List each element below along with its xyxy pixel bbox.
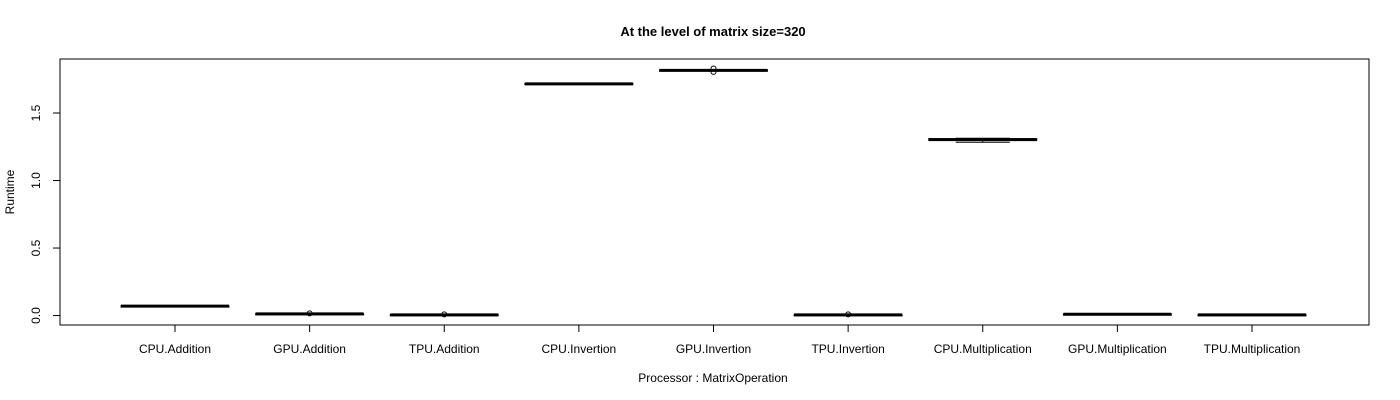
box-CPU.Invertion bbox=[524, 82, 634, 86]
box-CPU.Addition bbox=[120, 304, 230, 308]
y-axis-label: Runtime bbox=[3, 169, 17, 214]
box-GPU.Addition bbox=[255, 310, 365, 317]
x-tick-label: CPU.Multiplication bbox=[934, 342, 1032, 356]
y-tick-label: 1.5 bbox=[29, 104, 43, 121]
outlier-point bbox=[710, 65, 717, 72]
x-tick-label: TPU.Invertion bbox=[811, 342, 884, 356]
y-tick-label: 0.0 bbox=[29, 307, 43, 324]
outlier-point bbox=[441, 311, 448, 318]
x-tick-label: GPU.Addition bbox=[273, 342, 346, 356]
y-axis: 0.0 0.5 1.0 1.5 bbox=[29, 104, 61, 324]
box-GPU.Multiplication bbox=[1062, 312, 1172, 316]
x-tick-label: TPU.Multiplication bbox=[1204, 342, 1301, 356]
box-TPU.Multiplication bbox=[1197, 313, 1307, 317]
y-tick-label: 1.0 bbox=[29, 172, 43, 189]
boxes bbox=[120, 65, 1307, 318]
box-GPU.Invertion bbox=[659, 65, 768, 75]
x-axis-label: Processor : MatrixOperation bbox=[638, 371, 787, 385]
box-TPU.Invertion bbox=[793, 311, 903, 318]
x-axis: CPU.Addition GPU.Addition TPU.Addition CPU.… bbox=[139, 324, 1301, 356]
chart-title: At the level of matrix size=320 bbox=[620, 24, 805, 39]
x-tick-label: CPU.Invertion bbox=[542, 342, 617, 356]
box-CPU.Multiplication bbox=[928, 137, 1038, 143]
y-tick-label: 0.5 bbox=[29, 239, 43, 256]
plot-frame bbox=[59, 58, 1370, 326]
box-TPU.Addition bbox=[389, 311, 499, 318]
x-tick-label: TPU.Addition bbox=[409, 342, 480, 356]
x-tick-label: GPU.Invertion bbox=[676, 342, 751, 356]
x-tick-label: CPU.Addition bbox=[139, 342, 211, 356]
outlier-point bbox=[306, 310, 313, 317]
outlier-point bbox=[710, 68, 717, 75]
x-tick-label: GPU.Multiplication bbox=[1068, 342, 1167, 356]
outlier-point bbox=[845, 311, 852, 318]
